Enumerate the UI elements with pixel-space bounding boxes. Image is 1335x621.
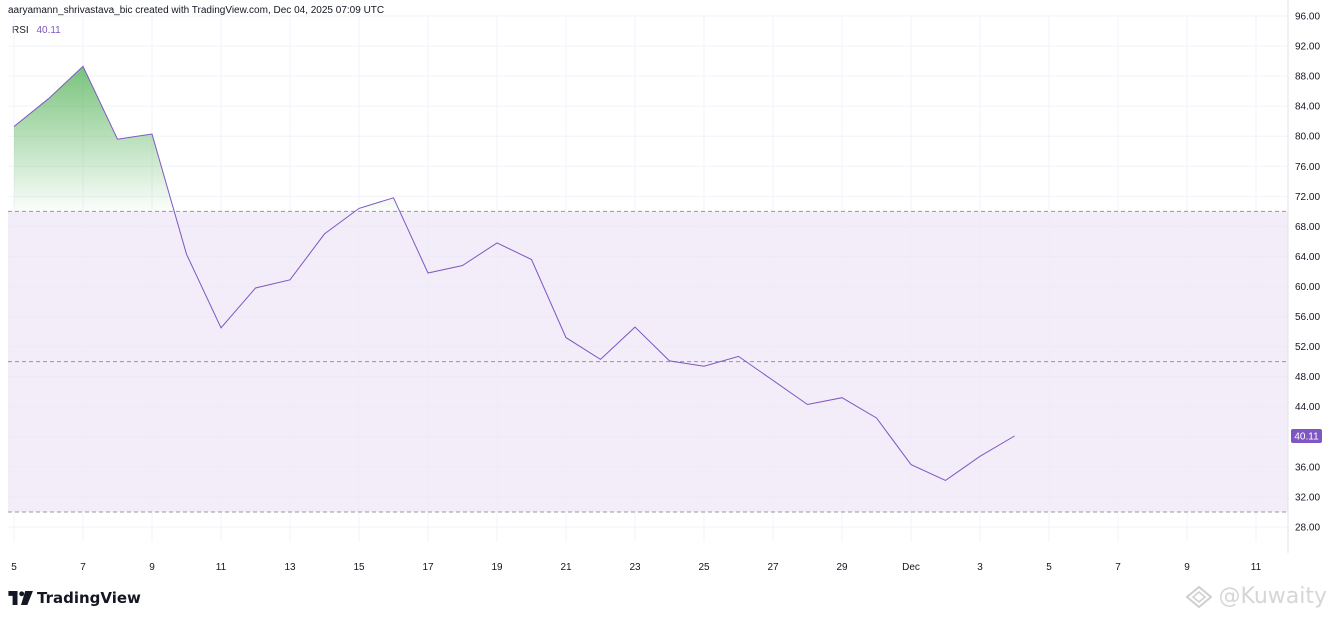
tradingview-icon — [8, 591, 33, 605]
y-tick-label: 48.00 — [1295, 372, 1320, 383]
y-tick-label: 96.00 — [1295, 12, 1320, 23]
time-axis: 5 7 9 11 13 15 17 19 21 23 25 27 29 Dec 3 5 7 9 11 — [11, 562, 1261, 573]
y-tick-label: 84.00 — [1295, 102, 1320, 113]
x-tick-label: 25 — [698, 562, 710, 573]
y-tick-label: 52.00 — [1295, 342, 1320, 353]
diamond-logo-icon — [1186, 585, 1213, 608]
x-tick-label: 13 — [284, 562, 296, 573]
y-tick-label: 92.00 — [1295, 42, 1320, 53]
y-tick-label: 36.00 — [1295, 462, 1320, 473]
chart-header: aaryamann_shrivastava_bic created with T… — [8, 5, 385, 16]
watermark: @Kuwaity — [1186, 584, 1327, 609]
y-tick-label: 28.00 — [1295, 522, 1320, 533]
x-tick-label: 21 — [560, 562, 572, 573]
x-tick-label: 9 — [1184, 562, 1190, 573]
price-axis: 28.0032.0036.0040.0044.0048.0052.0056.00… — [1295, 12, 1320, 534]
y-tick-label: 76.00 — [1295, 162, 1320, 173]
current-value-badge — [1291, 428, 1322, 443]
y-tick-label: 60.00 — [1295, 282, 1320, 293]
watermark-text: @Kuwaity — [1218, 584, 1327, 609]
overbought-fill — [14, 66, 400, 212]
current-value-text: 40.11 — [1294, 431, 1319, 442]
y-tick-label: 88.00 — [1295, 72, 1320, 83]
indicator-legend[interactable]: RSI 40.11 — [12, 25, 61, 36]
rsi-line — [13, 65, 1015, 481]
y-tick-label: 64.00 — [1295, 252, 1320, 263]
y-tick-label: 44.00 — [1295, 402, 1320, 413]
x-tick-label: Dec — [902, 562, 920, 573]
x-tick-label: 3 — [977, 562, 983, 573]
brand-text: TradingView — [37, 589, 141, 607]
x-tick-label: 19 — [491, 562, 503, 573]
indicator-value: 40.11 — [36, 25, 61, 36]
x-tick-label: 11 — [1251, 562, 1262, 573]
x-tick-label: 29 — [836, 562, 848, 573]
y-tick-label: 80.00 — [1295, 132, 1320, 143]
current-value-label: 40.11 — [1291, 428, 1322, 443]
x-tick-label: 17 — [422, 562, 434, 573]
x-tick-label: 23 — [629, 562, 641, 573]
x-tick-label: 27 — [767, 562, 779, 573]
x-tick-label: 11 — [216, 562, 227, 573]
y-tick-label: 56.00 — [1295, 312, 1320, 323]
x-tick-label: 15 — [353, 562, 365, 573]
y-tick-label: 32.00 — [1295, 492, 1320, 503]
x-tick-label: 5 — [1046, 562, 1052, 573]
x-tick-label: 5 — [11, 562, 17, 573]
level-lines — [8, 210, 1288, 513]
x-tick-label: 7 — [1115, 562, 1121, 573]
x-tick-label: 9 — [149, 562, 155, 573]
y-tick-label: 72.00 — [1295, 192, 1320, 203]
y-tick-label: 68.00 — [1295, 222, 1320, 233]
indicator-name: RSI — [12, 25, 29, 36]
x-tick-label: 7 — [80, 562, 86, 573]
tradingview-logo[interactable]: TradingView — [8, 589, 141, 607]
